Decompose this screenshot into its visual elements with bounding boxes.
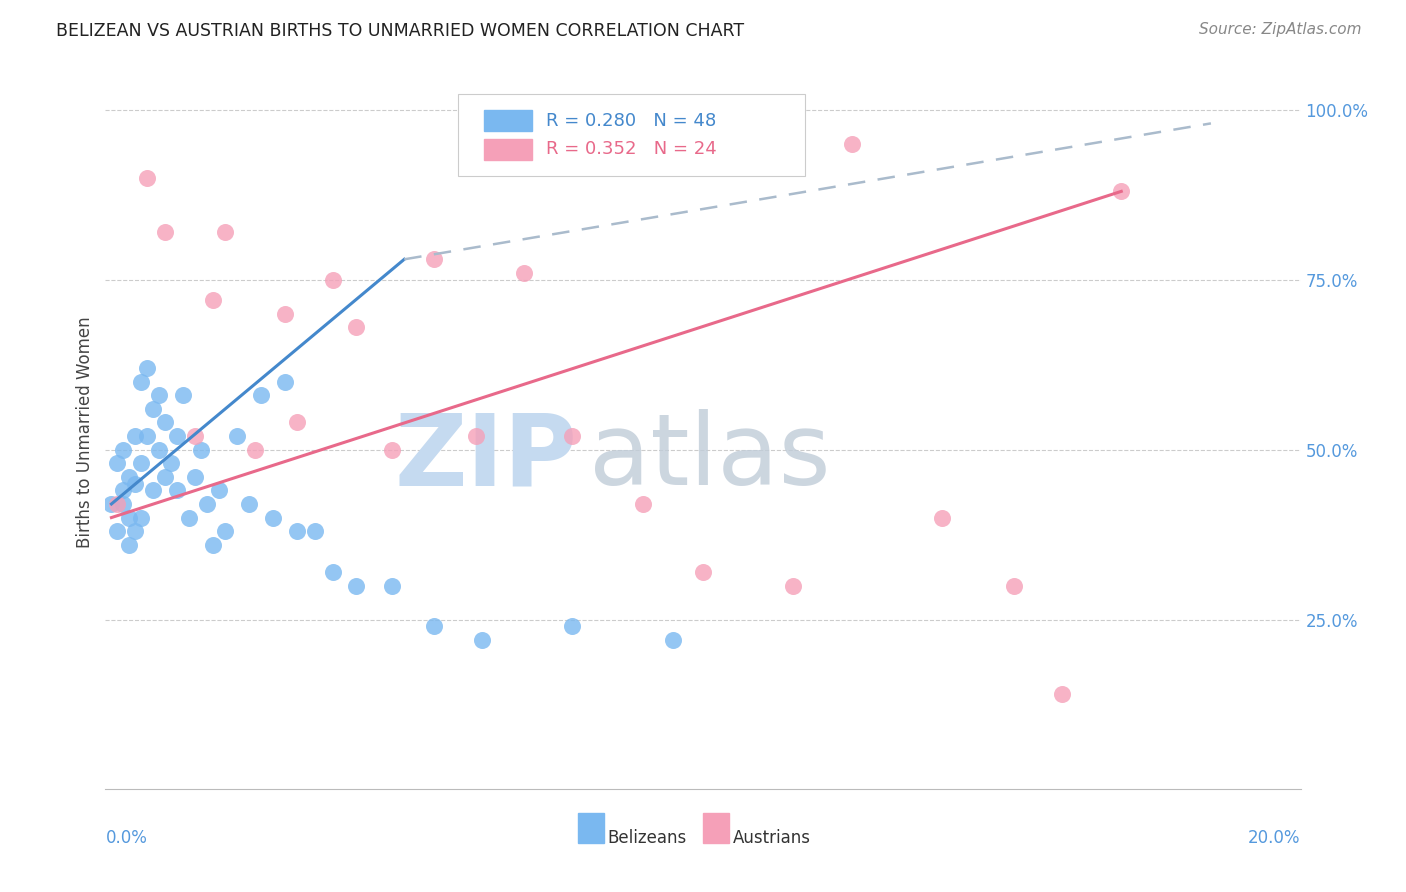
- Point: [423, 252, 446, 267]
- Point: [423, 619, 446, 633]
- Point: [124, 429, 146, 443]
- Point: [321, 565, 344, 579]
- Point: [148, 388, 170, 402]
- Point: [633, 497, 655, 511]
- Point: [1111, 185, 1133, 199]
- Text: BELIZEAN VS AUSTRIAN BIRTHS TO UNMARRIED WOMEN CORRELATION CHART: BELIZEAN VS AUSTRIAN BIRTHS TO UNMARRIED…: [56, 22, 744, 40]
- Point: [129, 510, 153, 524]
- Point: [107, 497, 129, 511]
- Point: [195, 497, 218, 511]
- Bar: [484, 138, 531, 160]
- Bar: [703, 813, 730, 843]
- Point: [250, 388, 273, 402]
- Text: Austrians: Austrians: [733, 829, 811, 847]
- Point: [155, 225, 177, 239]
- Point: [321, 273, 344, 287]
- Point: [1050, 687, 1073, 701]
- Point: [160, 456, 183, 470]
- Point: [782, 578, 804, 592]
- Point: [346, 578, 368, 592]
- Text: R = 0.280   N = 48: R = 0.280 N = 48: [547, 112, 717, 129]
- Point: [262, 510, 284, 524]
- Point: [225, 429, 249, 443]
- Point: [243, 442, 266, 457]
- Point: [304, 524, 326, 538]
- Point: [148, 442, 170, 457]
- Point: [513, 266, 536, 280]
- Point: [107, 524, 129, 538]
- Point: [177, 510, 201, 524]
- Point: [142, 483, 165, 498]
- Point: [346, 320, 368, 334]
- Point: [692, 565, 714, 579]
- Text: R = 0.352   N = 24: R = 0.352 N = 24: [547, 140, 717, 158]
- Point: [560, 619, 583, 633]
- Point: [464, 429, 488, 443]
- Point: [841, 136, 863, 151]
- Point: [184, 470, 207, 484]
- Point: [112, 442, 135, 457]
- Point: [118, 470, 141, 484]
- Point: [112, 497, 135, 511]
- Point: [107, 456, 129, 470]
- Point: [172, 388, 194, 402]
- Point: [142, 401, 165, 416]
- Point: [202, 293, 225, 307]
- Point: [184, 429, 207, 443]
- Point: [166, 429, 188, 443]
- Text: Source: ZipAtlas.com: Source: ZipAtlas.com: [1198, 22, 1361, 37]
- Point: [273, 375, 295, 389]
- Point: [238, 497, 260, 511]
- Point: [381, 578, 404, 592]
- Point: [273, 307, 295, 321]
- Point: [285, 524, 308, 538]
- Point: [136, 429, 159, 443]
- Text: atlas: atlas: [589, 409, 831, 506]
- Point: [112, 483, 135, 498]
- Point: [136, 361, 159, 376]
- FancyBboxPatch shape: [458, 94, 804, 176]
- Point: [1002, 578, 1025, 592]
- Point: [100, 497, 122, 511]
- Point: [202, 538, 225, 552]
- Point: [155, 416, 177, 430]
- Point: [214, 524, 236, 538]
- Bar: [578, 813, 603, 843]
- Y-axis label: Births to Unmarried Women: Births to Unmarried Women: [76, 317, 94, 549]
- Text: ZIP: ZIP: [395, 409, 578, 506]
- Point: [124, 524, 146, 538]
- Point: [129, 456, 153, 470]
- Bar: [484, 110, 531, 131]
- Point: [214, 225, 236, 239]
- Point: [208, 483, 231, 498]
- Point: [118, 538, 141, 552]
- Point: [931, 510, 953, 524]
- Text: 0.0%: 0.0%: [105, 829, 148, 847]
- Point: [166, 483, 188, 498]
- Point: [471, 632, 494, 647]
- Point: [118, 510, 141, 524]
- Point: [124, 476, 146, 491]
- Point: [381, 442, 404, 457]
- Point: [560, 429, 583, 443]
- Text: Belizeans: Belizeans: [607, 829, 686, 847]
- Point: [129, 375, 153, 389]
- Point: [285, 416, 308, 430]
- Point: [136, 170, 159, 185]
- Point: [190, 442, 212, 457]
- Point: [155, 470, 177, 484]
- Point: [662, 632, 685, 647]
- Text: 20.0%: 20.0%: [1249, 829, 1301, 847]
